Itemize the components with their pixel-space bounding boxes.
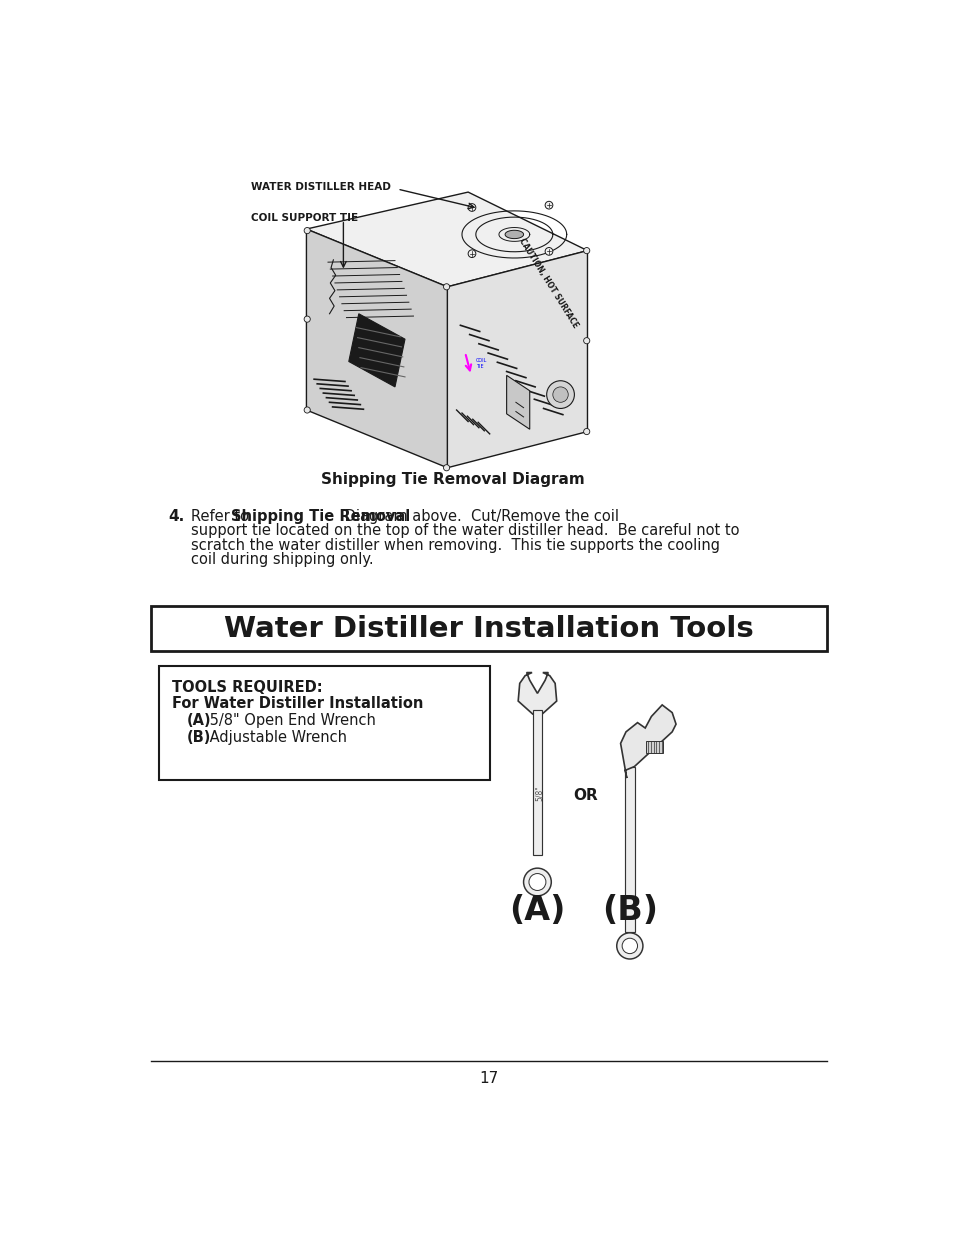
Polygon shape [349, 314, 405, 387]
Text: OR: OR [573, 788, 598, 803]
Text: (A): (A) [509, 894, 565, 927]
Text: (B): (B) [601, 894, 658, 927]
Bar [645, 741, 662, 753]
Polygon shape [620, 705, 676, 778]
Circle shape [468, 249, 476, 258]
Circle shape [583, 337, 589, 343]
Polygon shape [447, 251, 587, 468]
Circle shape [583, 247, 589, 253]
Circle shape [621, 939, 637, 953]
Text: Adjustable Wrench: Adjustable Wrench [205, 730, 347, 745]
Text: 5/8": 5/8" [535, 785, 543, 802]
Bar [624, 767, 635, 932]
Text: (A): (A) [186, 714, 211, 729]
Text: coil during shipping only.: coil during shipping only. [191, 552, 374, 567]
Text: Refer to: Refer to [191, 509, 253, 524]
Text: support tie located on the top of the water distiller head.  Be careful not to: support tie located on the top of the wa… [191, 524, 739, 538]
Circle shape [583, 429, 589, 435]
Circle shape [468, 204, 476, 211]
Text: Water Distiller Installation Tools: Water Distiller Installation Tools [224, 615, 753, 642]
Polygon shape [504, 230, 523, 238]
Circle shape [443, 464, 449, 471]
Polygon shape [306, 228, 447, 468]
Text: Shipping Tie Removal: Shipping Tie Removal [231, 509, 410, 524]
Text: 4.: 4. [168, 509, 184, 524]
Text: 17: 17 [478, 1071, 498, 1086]
Circle shape [546, 380, 574, 409]
Text: For Water Distiller Installation: For Water Distiller Installation [172, 697, 423, 711]
Circle shape [552, 387, 568, 403]
Bar [533, 710, 541, 855]
Polygon shape [306, 193, 587, 287]
Text: WATER DISTILLER HEAD: WATER DISTILLER HEAD [251, 183, 391, 193]
Text: (B): (B) [186, 730, 211, 745]
Text: TOOLS REQUIRED:: TOOLS REQUIRED: [172, 679, 323, 694]
Circle shape [304, 406, 310, 412]
Text: COIL SUPPORT TIE: COIL SUPPORT TIE [251, 214, 357, 224]
Circle shape [304, 227, 310, 233]
Circle shape [544, 247, 552, 256]
Bar [151, 606, 826, 651]
Circle shape [544, 201, 552, 209]
Circle shape [304, 316, 310, 322]
Circle shape [443, 284, 449, 290]
Text: Diagram above.  Cut/Remove the coil: Diagram above. Cut/Remove the coil [339, 509, 618, 524]
Circle shape [523, 868, 551, 895]
Circle shape [616, 932, 642, 960]
Text: COIL
TIE: COIL TIE [476, 358, 487, 369]
Text: scratch the water distiller when removing.  This tie supports the cooling: scratch the water distiller when removin… [191, 537, 720, 553]
Polygon shape [517, 673, 557, 714]
Circle shape [528, 873, 545, 890]
Text: CAUTION, HOT SURFACE: CAUTION, HOT SURFACE [517, 237, 579, 330]
Text: 5/8" Open End Wrench: 5/8" Open End Wrench [205, 714, 375, 729]
Bar [158, 666, 489, 779]
Polygon shape [506, 375, 529, 430]
Text: Shipping Tie Removal Diagram: Shipping Tie Removal Diagram [320, 472, 584, 487]
